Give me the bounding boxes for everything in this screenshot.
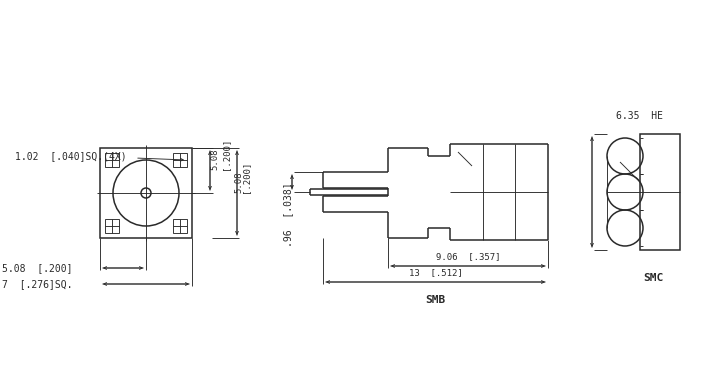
Text: .96  [.038]: .96 [.038]	[283, 182, 293, 246]
Text: 5.08: 5.08	[235, 172, 243, 193]
Bar	[640, 134, 680, 250]
Text: 7  [.276]SQ.: 7 [.276]SQ.	[2, 279, 73, 289]
Text: 6.35  HE: 6.35 HE	[616, 111, 664, 121]
Bar	[100, 148, 192, 238]
Text: 13  [.512]: 13 [.512]	[409, 268, 462, 277]
Bar	[173, 153, 187, 167]
Text: 5.08  [.200]: 5.08 [.200]	[2, 263, 73, 273]
Text: SMC: SMC	[643, 273, 663, 283]
Bar	[105, 219, 119, 233]
Bar	[105, 153, 119, 167]
Text: 9.06  [.357]: 9.06 [.357]	[436, 252, 500, 261]
Text: 1.02  [.040]SQ.(4X): 1.02 [.040]SQ.(4X)	[15, 151, 127, 161]
Text: SMB: SMB	[426, 295, 446, 305]
Text: 5.08
[.200]: 5.08 [.200]	[210, 138, 230, 170]
Bar	[173, 219, 187, 233]
Text: [.200]: [.200]	[241, 161, 251, 193]
